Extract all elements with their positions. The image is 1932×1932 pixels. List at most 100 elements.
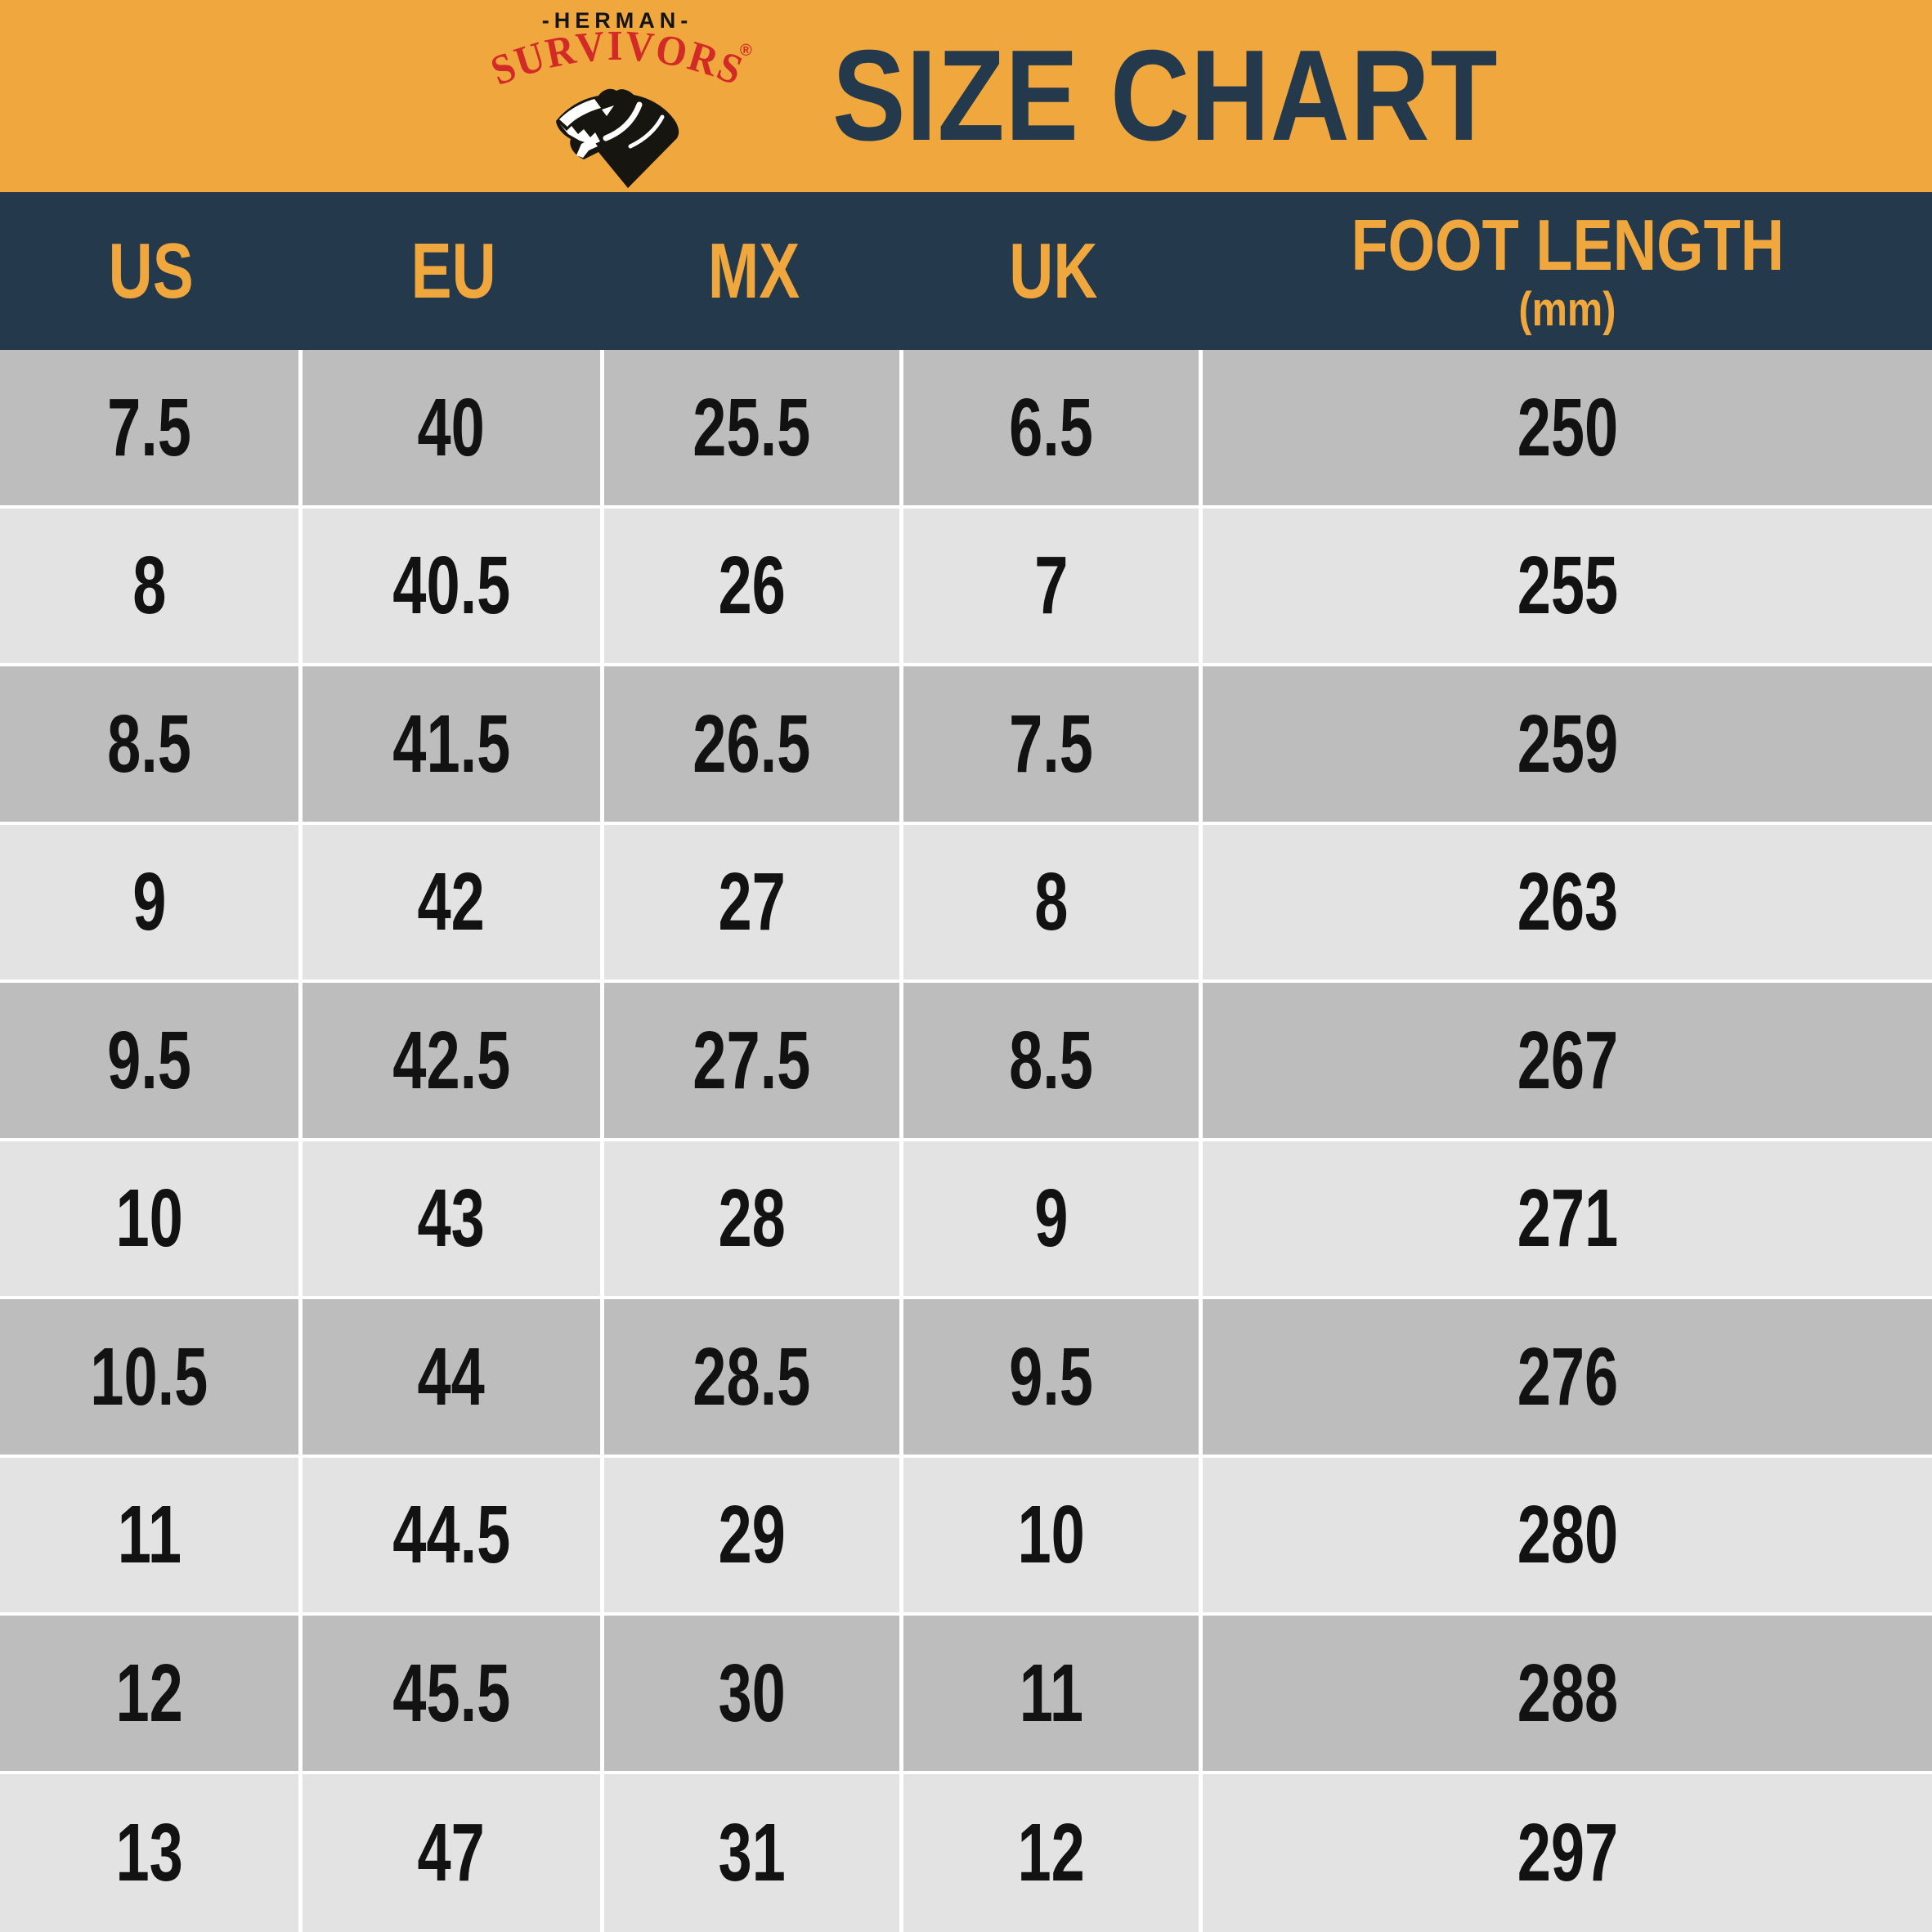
cell-value: 40.5 [392, 540, 511, 632]
cell-foot_length-row2: 255 [1203, 508, 1932, 666]
cell-value: 12 [115, 1647, 183, 1739]
cell-value: 6.5 [1009, 381, 1093, 473]
brand-name-survivors: SURVIVORS [485, 23, 748, 95]
cell-uk-row5: 8.5 [903, 983, 1203, 1141]
cell-us-row7: 10.5 [0, 1299, 303, 1458]
cell-mx-row1: 25.5 [604, 350, 903, 509]
cell-value: 44 [417, 1330, 486, 1423]
cell-uk-row7: 9.5 [903, 1299, 1203, 1458]
cell-mx-row5: 27.5 [604, 983, 903, 1141]
cell-uk-row6: 9 [903, 1141, 1203, 1299]
size-table: 7.5 40 25.5 6.5 250 8 40.5 26 7 255 8.5 41.5 26.5 7.5… [0, 350, 1932, 1932]
cell-value: 28.5 [693, 1330, 811, 1423]
brand-banner: -HERMAN- SURVIVORS ® SIZE CHART [0, 0, 1932, 192]
table-header-row: US EU MX UK FOOT LENGTH (mm) [0, 192, 1932, 350]
cell-foot_length-row4: 263 [1203, 824, 1932, 983]
cell-value: 30 [718, 1647, 786, 1739]
cell-mx-row7: 28.5 [604, 1299, 903, 1458]
cell-foot_length-row1: 250 [1203, 350, 1932, 509]
cell-eu-row10: 47 [303, 1773, 604, 1932]
column-header-us-label: US [108, 226, 195, 315]
cell-us-row3: 8.5 [0, 666, 303, 825]
cell-value: 26.5 [693, 697, 811, 790]
cell-eu-row3: 41.5 [303, 666, 604, 825]
cell-uk-row3: 7.5 [903, 666, 1203, 825]
cell-value: 267 [1517, 1014, 1618, 1106]
cell-value: 25.5 [693, 381, 811, 473]
cell-value: 8 [132, 540, 167, 632]
cell-value: 8 [1033, 856, 1069, 948]
brand-logo: -HERMAN- SURVIVORS ® [470, 0, 764, 192]
cell-foot_length-row10: 297 [1203, 1773, 1932, 1932]
cell-foot_length-row9: 288 [1203, 1616, 1932, 1774]
cell-us-row8: 11 [0, 1457, 303, 1616]
cell-value: 29 [718, 1489, 786, 1581]
cell-us-row2: 8 [0, 508, 303, 666]
cell-value: 27 [718, 856, 786, 948]
cell-value: 9 [1033, 1172, 1069, 1265]
cell-value: 9.5 [1009, 1330, 1093, 1423]
cell-value: 255 [1517, 540, 1618, 632]
column-header-uk: UK [903, 226, 1203, 315]
cell-mx-row10: 31 [604, 1773, 903, 1932]
cell-value: 259 [1517, 697, 1618, 790]
cell-foot_length-row7: 276 [1203, 1299, 1932, 1458]
cell-value: 28 [718, 1172, 786, 1265]
column-header-uk-label: UK [1008, 226, 1098, 315]
cell-value: 9.5 [107, 1014, 191, 1106]
cell-uk-row9: 11 [903, 1616, 1203, 1774]
cell-value: 26 [718, 540, 786, 632]
cell-mx-row4: 27 [604, 824, 903, 983]
cell-uk-row8: 10 [903, 1457, 1203, 1616]
cell-uk-row10: 12 [903, 1773, 1203, 1932]
brand-name-survivors-arc: SURVIVORS ® [485, 23, 752, 95]
cell-value: 10.5 [90, 1330, 208, 1423]
registered-trademark: ® [740, 42, 752, 60]
cell-value: 40 [417, 381, 486, 473]
cell-foot_length-row8: 280 [1203, 1457, 1932, 1616]
cell-mx-row2: 26 [604, 508, 903, 666]
cell-us-row1: 7.5 [0, 350, 303, 509]
cell-value: 45.5 [392, 1647, 511, 1739]
cell-value: 8.5 [1009, 1014, 1093, 1106]
cell-uk-row2: 7 [903, 508, 1203, 666]
column-header-foot-length-unit: (mm) [1518, 282, 1616, 336]
cell-value: 280 [1517, 1489, 1618, 1581]
cell-value: 41.5 [392, 697, 511, 790]
cell-value: 31 [718, 1807, 786, 1899]
cell-value: 13 [115, 1807, 183, 1899]
cell-value: 8.5 [107, 697, 191, 790]
cell-mx-row8: 29 [604, 1457, 903, 1616]
cell-eu-row5: 42.5 [303, 983, 604, 1141]
cell-mx-row6: 28 [604, 1141, 903, 1299]
cell-value: 42 [417, 856, 486, 948]
cell-us-row4: 9 [0, 824, 303, 983]
column-header-us: US [0, 226, 303, 315]
cell-value: 288 [1517, 1647, 1618, 1739]
column-header-eu: EU [303, 231, 604, 311]
cell-eu-row9: 45.5 [303, 1616, 604, 1774]
cell-value: 297 [1517, 1807, 1618, 1899]
cell-value: 7.5 [107, 381, 191, 473]
cell-us-row6: 10 [0, 1141, 303, 1299]
column-header-mx-label: MX [707, 226, 800, 315]
cell-foot_length-row3: 259 [1203, 666, 1932, 825]
cell-us-row9: 12 [0, 1616, 303, 1774]
cell-value: 47 [417, 1807, 486, 1899]
cell-value: 27.5 [693, 1014, 811, 1106]
cell-value: 263 [1517, 856, 1618, 948]
cell-value: 7 [1033, 540, 1069, 632]
cell-value: 10 [1017, 1489, 1085, 1581]
cell-value: 11 [117, 1489, 182, 1581]
brand-name-herman: -HERMAN- [541, 8, 693, 33]
column-header-mx: MX [604, 226, 903, 315]
cell-mx-row9: 30 [604, 1616, 903, 1774]
cell-us-row5: 9.5 [0, 983, 303, 1141]
cell-foot_length-row6: 271 [1203, 1141, 1932, 1299]
page-title: SIZE CHART [832, 24, 1499, 168]
cell-eu-row4: 42 [303, 824, 604, 983]
cell-value: 12 [1017, 1807, 1085, 1899]
cell-eu-row2: 40.5 [303, 508, 604, 666]
cell-uk-row1: 6.5 [903, 350, 1203, 509]
cell-value: 11 [1019, 1647, 1083, 1739]
